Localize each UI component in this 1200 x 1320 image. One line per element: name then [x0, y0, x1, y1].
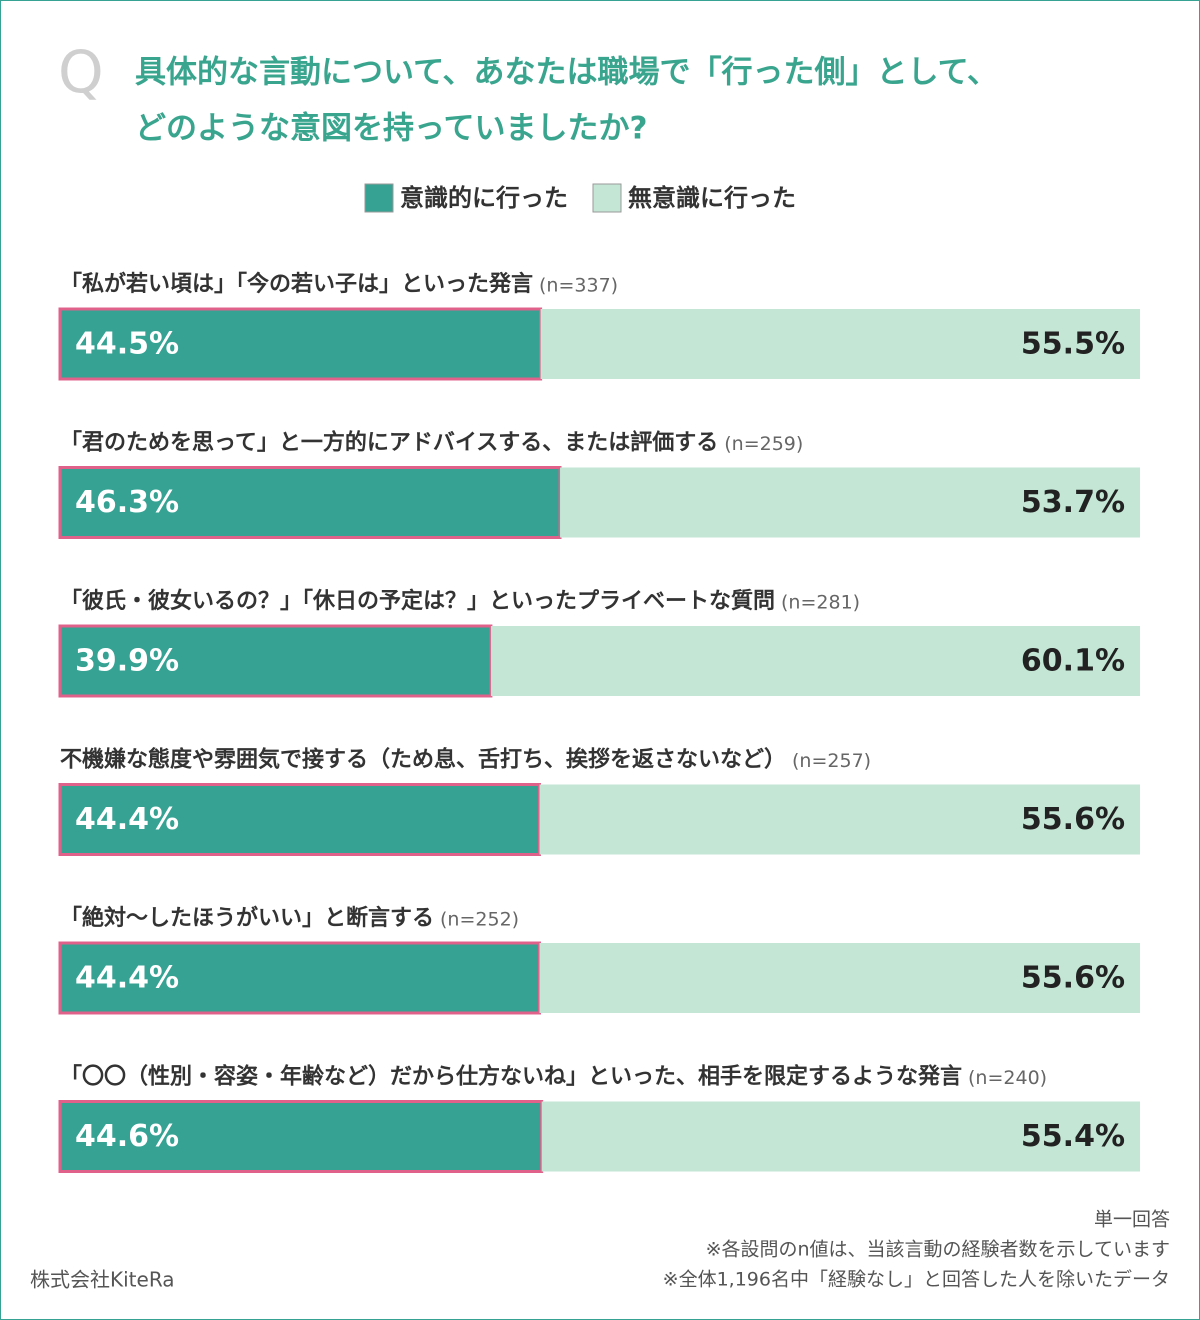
footer-note: ※各設問のn値は、当該言動の経験者数を示しています [706, 1239, 1170, 1261]
value-label: 55.6% [1021, 802, 1125, 837]
footer-note: 単一回答 [1094, 1209, 1170, 1231]
value-label: 44.4% [75, 961, 179, 996]
bar-segment [58, 783, 542, 856]
value-label: 44.5% [75, 327, 179, 362]
chart-title: どのような意図を持っていましたか? [135, 111, 647, 147]
value-label: 46.3% [75, 485, 179, 520]
category-label: 「彼氏・彼女いるの？」「休日の予定は？」といったプライベートな質問 [60, 588, 775, 614]
value-label: 53.7% [1021, 485, 1125, 520]
bar-segment [58, 941, 542, 1015]
footer-note: ※全体1,196名中「経験なし」と回答した人を除いたデータ [663, 1269, 1170, 1291]
legend-swatch [592, 183, 622, 213]
value-label: 55.5% [1021, 327, 1125, 362]
category-label: 「私が若い頃は」「今の若い子は」といった発言 [60, 271, 533, 297]
category-note: (n=257) [792, 750, 871, 772]
value-label: 44.6% [75, 1119, 179, 1154]
value-label: 55.6% [1021, 961, 1125, 996]
bar-segment [58, 1100, 544, 1173]
chart-title: 具体的な言動について、あなたは職場で「行った側」として、 [135, 55, 998, 91]
bar-segment [58, 466, 562, 539]
bar-segment [58, 624, 493, 698]
value-label: 39.9% [75, 644, 179, 679]
legend-label: 意識的に行った [400, 184, 568, 212]
bar-segment [540, 309, 1140, 379]
bar-segment [539, 784, 1140, 855]
category-note: (n=281) [781, 592, 860, 614]
bar-segment [58, 307, 543, 381]
category-label: 不機嫌な態度や雰囲気で接する（ため息、舌打ち、挨拶を返さないなど） [60, 747, 786, 773]
category-note: (n=259) [724, 433, 803, 455]
category-label: 「絶対〜したほうがいい」と断言する [60, 905, 434, 931]
category-label: 「〇〇（性別・容姿・年齢など）だから仕方ないね」といった、相手を限定するような発… [60, 1064, 962, 1090]
bar-segment [541, 1101, 1140, 1172]
category-label: 「君のためを思って」と一方的にアドバイスする、または評価する [60, 430, 718, 456]
question-mark: Q [58, 38, 104, 106]
bar-segment [539, 943, 1140, 1013]
value-label: 55.4% [1021, 1119, 1125, 1154]
value-label: 60.1% [1021, 644, 1125, 679]
legend-swatch [364, 183, 394, 213]
bar-segment [490, 626, 1140, 696]
category-note: (n=240) [968, 1067, 1047, 1089]
source: 株式会社KiteRa [30, 1268, 175, 1292]
category-note: (n=252) [440, 909, 519, 931]
bar-segment [560, 467, 1140, 538]
value-label: 44.4% [75, 802, 179, 837]
legend-label: 無意識に行った [628, 184, 796, 212]
category-note: (n=337) [539, 275, 618, 297]
